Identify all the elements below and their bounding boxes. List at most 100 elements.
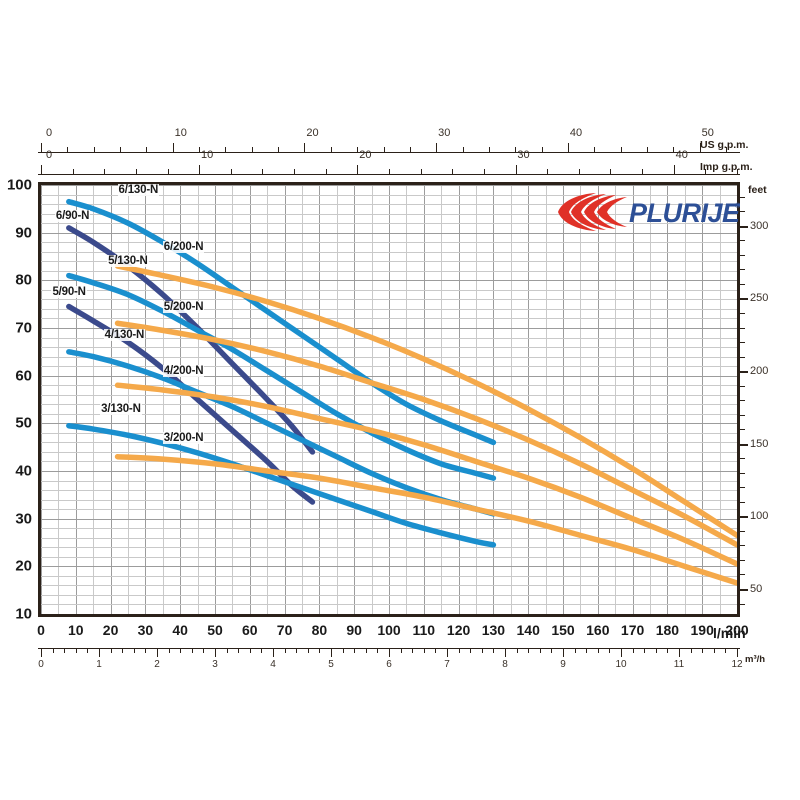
axis-tick (515, 147, 517, 152)
axis-tick (483, 169, 485, 174)
axis-tick (325, 169, 327, 174)
gridline-vertical (719, 185, 721, 614)
curve-label-4/130-n: 4/130-N (103, 329, 146, 342)
axis-tick (172, 143, 174, 152)
axis-tick-label: 70 (276, 622, 293, 638)
axis-tick-label: 100 (750, 510, 769, 523)
curve-6/130-n (66, 198, 497, 446)
axis-tick (146, 147, 148, 152)
axis-tick-label: 170 (620, 622, 645, 638)
axis-tick (191, 648, 193, 653)
axis-tick (740, 443, 748, 446)
axis-tick (597, 648, 599, 653)
gridline-horizontal (41, 604, 737, 606)
axis-tick-label: 20 (15, 557, 32, 575)
curve-6/200-n (114, 263, 737, 539)
axis-tick (262, 169, 264, 174)
axis-tick (610, 169, 612, 174)
axis-tick (99, 648, 100, 657)
axis-tick (737, 648, 738, 657)
gridline-vertical (371, 185, 373, 614)
axis-line (38, 174, 740, 175)
curve-label-5/200-n: 5/200-N (162, 300, 205, 313)
axis-tick (296, 648, 298, 653)
axis-tick-label: 200 (725, 622, 749, 638)
axis-tick-label: 150 (750, 437, 769, 450)
gridline-vertical (684, 185, 686, 614)
axis-tick (157, 648, 158, 657)
curve-label-5/130-n: 5/130-N (107, 255, 149, 268)
gridline-horizontal (41, 347, 737, 349)
curve-label-3/200-n: 3/200-N (162, 431, 205, 444)
axis-tick (354, 648, 356, 653)
axis-tick (740, 269, 745, 271)
axis-tick-label: 8 (502, 659, 508, 670)
axis-tick (120, 147, 122, 152)
axis-tick-label: 250 (750, 292, 769, 305)
axis-tick (740, 603, 745, 605)
gridline-horizontal (41, 451, 737, 453)
axis-tick (594, 147, 596, 152)
axis-tick-label: 20 (102, 622, 119, 638)
axis-tick (528, 648, 530, 653)
axis-tick-label: 10 (174, 127, 187, 139)
plurijet-logo: PLURIJET ® (552, 192, 740, 232)
axis-tick (725, 648, 727, 653)
axis-tick-label: 110 (412, 622, 436, 638)
gridline-vertical (406, 185, 408, 614)
axis-tick-label: 0 (45, 127, 53, 139)
axis-tick (284, 648, 286, 653)
curve-label-6/90-n: 6/90-N (54, 209, 91, 222)
axis-tick-label: 60 (15, 367, 32, 385)
gridline-horizontal (41, 585, 737, 587)
gridline-vertical (284, 185, 286, 614)
axis-tick-label: 100 (6, 176, 32, 194)
axis-tick (740, 472, 745, 474)
gridline-horizontal (41, 318, 737, 320)
axis-tick-label: 70 (15, 319, 32, 337)
axis-tick (740, 530, 745, 532)
axis-tick (412, 648, 414, 653)
gridline-horizontal (41, 251, 737, 253)
axis-tick (541, 147, 543, 152)
axis-tick-label: 50 (15, 414, 32, 432)
axis-tick (740, 254, 745, 256)
axis-tick (740, 458, 745, 460)
axis-tick (740, 545, 745, 547)
gridline-vertical (58, 185, 60, 614)
gridline-vertical (563, 185, 564, 614)
axis-tick (740, 298, 748, 301)
axis-tick (621, 648, 622, 657)
axis-tick-label: 200 (750, 365, 769, 378)
axis-tick (167, 169, 169, 174)
axis-tick-label: 90 (15, 224, 32, 242)
axis-tick (642, 169, 644, 174)
gridline-vertical (597, 185, 599, 614)
axis-tick (740, 211, 745, 213)
axis-tick (93, 147, 95, 152)
axis-bottom-lmin-unit: l/min (713, 625, 746, 641)
gridline-horizontal (41, 356, 737, 358)
axis-tick (699, 143, 701, 152)
axis-tick (251, 147, 253, 152)
axis-tick (199, 165, 201, 174)
axis-bottom-m3h: 0 1 2 3 4 5 6 7 8 9 10 11 12 (38, 648, 743, 670)
gridline-vertical (615, 185, 617, 614)
gridline-vertical (458, 185, 460, 614)
axis-tick (436, 143, 438, 152)
curve-label-6/130-n: 6/130-N (117, 183, 160, 196)
axis-tick-label: 30 (15, 510, 32, 528)
axis-tick-label: 40 (569, 127, 583, 139)
axis-tick (679, 648, 680, 657)
axis-tick (87, 648, 89, 653)
gridline-horizontal (41, 261, 737, 263)
axis-tick (41, 165, 42, 174)
gridline-horizontal (41, 194, 737, 196)
axis-tick (647, 147, 649, 152)
axis-tick (737, 169, 738, 174)
axis-tick-label: 80 (15, 271, 32, 289)
gridline-horizontal (41, 308, 737, 310)
axis-tick-label: 30 (517, 149, 530, 161)
axis-tick (249, 648, 251, 653)
plot-area: 6/130-N 6/90-N 6/200-N 5/130-N 5/90-N 5/200-N… (38, 182, 740, 617)
